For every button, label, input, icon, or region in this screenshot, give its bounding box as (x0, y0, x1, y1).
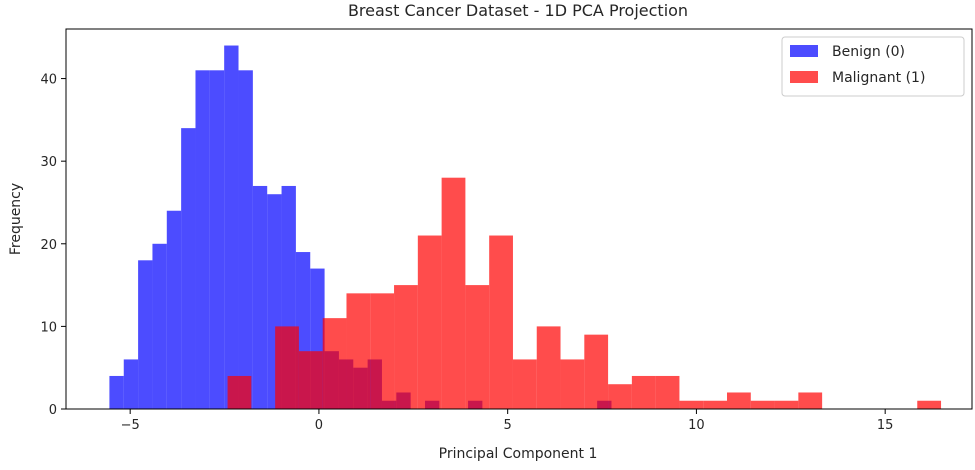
x-tick-label: 15 (877, 418, 894, 433)
histogram-bar-malignant (536, 326, 561, 409)
x-tick-label: 5 (504, 418, 512, 433)
histogram-bar-malignant (917, 400, 942, 409)
histogram-bar-malignant (322, 318, 347, 409)
ticks-layer: −5 0 5 10 15 0 10 20 30 40 (40, 73, 893, 433)
histogram-bar-malignant (512, 359, 537, 409)
histogram-bar-malignant (346, 293, 371, 409)
y-tick-label: 40 (40, 73, 57, 88)
histogram-bar-benign (109, 375, 124, 409)
y-tick-label: 10 (40, 320, 57, 335)
bars-layer (109, 45, 942, 410)
histogram-bar-benign (209, 70, 225, 409)
histogram-bar-malignant (298, 351, 323, 409)
histogram-bar-malignant (631, 375, 656, 409)
histogram-bar-benign (195, 70, 210, 409)
histogram-bar-malignant (370, 293, 395, 409)
histogram-bar-malignant (798, 392, 823, 409)
histogram-bar-malignant (608, 384, 632, 409)
x-tick-label: 10 (688, 418, 705, 433)
histogram-bar-malignant (465, 285, 490, 409)
x-axis-label: Principal Component 1 (439, 446, 598, 462)
legend-swatch-benign (790, 45, 818, 57)
histogram-bar-malignant (584, 334, 609, 409)
histogram-bar-benign (238, 70, 253, 409)
legend-frame (781, 36, 965, 97)
histogram-bar-benign (252, 185, 268, 409)
y-axis-label: Frequency (8, 183, 24, 255)
histogram-bar-benign (181, 128, 196, 409)
histogram-bar-malignant (727, 392, 751, 409)
histogram-bar-malignant (441, 177, 466, 409)
histogram-bar-malignant (275, 326, 299, 409)
chart-title: Breast Cancer Dataset - 1D PCA Projectio… (348, 1, 688, 20)
histogram-bar-malignant (679, 400, 704, 409)
histogram-bar-malignant (560, 359, 585, 409)
histogram-bar-malignant (417, 235, 442, 409)
y-tick-label: 30 (40, 155, 57, 170)
histogram-bar-malignant (489, 235, 513, 409)
y-tick-label: 0 (49, 403, 57, 418)
histogram-bar-benign (166, 210, 182, 409)
histogram-bar-benign (224, 45, 239, 410)
histogram-bar-benign (123, 359, 139, 409)
y-tick-label: 20 (40, 238, 57, 253)
legend-swatch-malignant (790, 71, 818, 83)
plot-frame (65, 28, 973, 410)
x-tick-label: −5 (121, 418, 140, 433)
x-tick-label: 0 (315, 418, 323, 433)
legend: Benign (0) Malignant (1) (781, 36, 965, 97)
histogram-bar-malignant (774, 400, 799, 409)
histogram-bar-malignant (227, 375, 252, 409)
histogram-bar-benign (152, 243, 167, 409)
histogram-bar-malignant (655, 375, 680, 409)
histogram-bar-malignant (750, 400, 775, 409)
histogram-bar-malignant (703, 400, 728, 409)
histogram-bar-benign (138, 260, 153, 409)
legend-label-malignant: Malignant (1) (832, 70, 925, 86)
histogram-bar-malignant (394, 285, 418, 409)
legend-label-benign: Benign (0) (832, 44, 905, 60)
